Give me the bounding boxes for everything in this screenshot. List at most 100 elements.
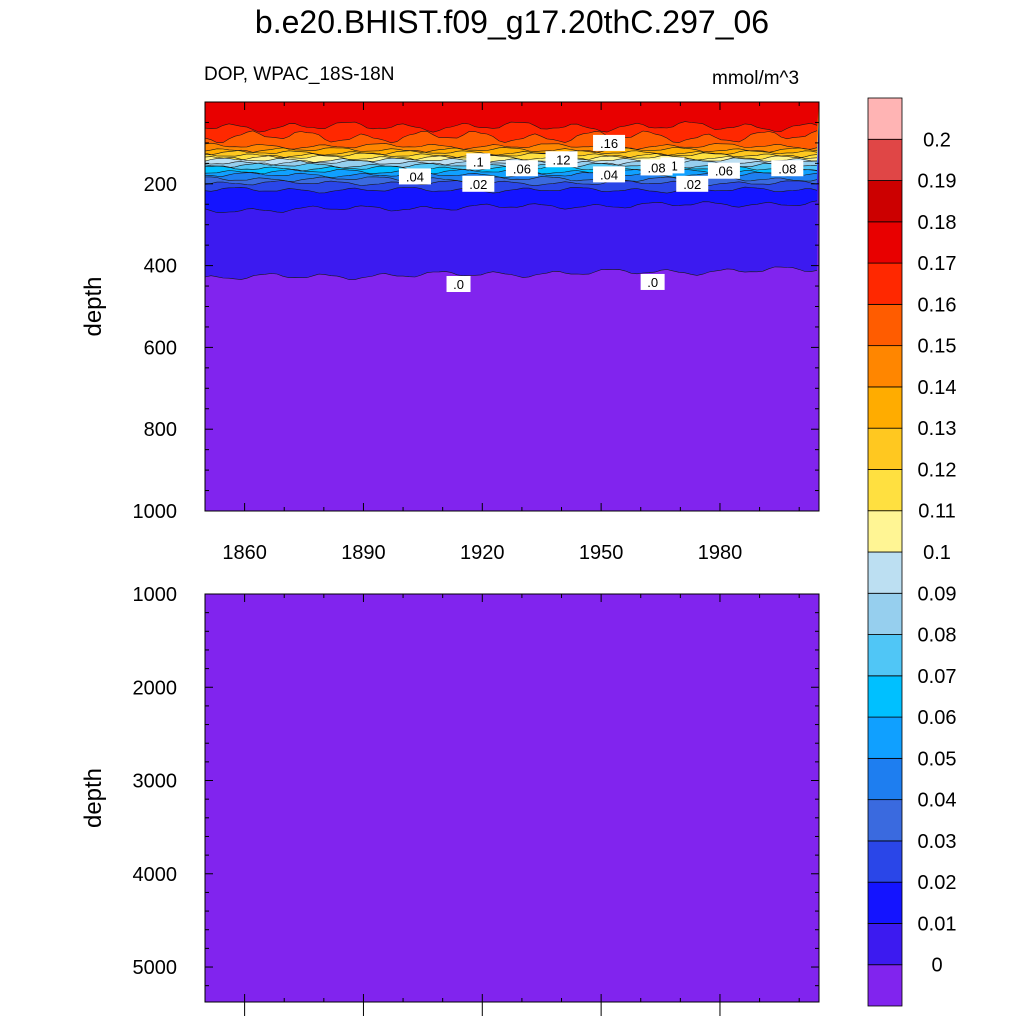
contour-label-text: .06 [715,164,733,179]
contour-label-box [446,276,471,293]
colorbar-label: 0.16 [918,294,957,316]
colorbar-label: 0.05 [918,748,957,770]
colorbar-swatch [867,675,903,718]
colorbar-label: 0.12 [918,459,957,481]
y-tick-label: 800 [144,419,177,441]
y-tick-label: 4000 [133,864,178,886]
chart-title: b.e20.BHIST.f09_g17.20thC.297_06 [254,4,770,40]
contour-label-text: .08 [648,160,666,175]
lower-y-axis-label: depth [80,768,107,828]
contour-label-text: .06 [513,161,531,176]
colorbar-label: 0.13 [918,418,957,440]
contour-label: .04 [398,168,431,185]
colorbar-swatch [867,427,903,470]
contour-line-2 [205,200,818,213]
contour-label: .06 [707,162,740,179]
colorbar-label: 0.09 [918,583,957,605]
colorbar: 0 0.01 0.02 0.03 0.04 0.05 0.06 0.07 0.08 0.09 0.1… [867,97,957,1007]
contour-line-13 [205,152,818,159]
colorbar-label: 0.01 [918,913,957,935]
upper-y-axis: 200 400 600 800 1000 depth [80,101,819,523]
contour-label-box [771,160,804,177]
contour-label-text: .16 [600,136,618,151]
contour-label-box [676,175,709,192]
contour-line-3 [205,186,818,194]
lower-y-axis: 1000 2000 3000 4000 5000 depth [80,584,819,987]
colorbar-label: 0.03 [918,831,957,853]
contour-line-18 [205,121,818,133]
colorbar-label: 0.1 [923,542,951,564]
y-tick-label: 200 [144,174,177,196]
lower-x-axis [204,594,800,1016]
contour-label-text: .04 [406,169,424,184]
colorbar-swatch [867,757,903,801]
colorbar-label: 0.2 [923,129,951,151]
colorbar-label: 0.19 [918,171,957,193]
chart-subtitle-units: mmol/m^3 [712,68,800,89]
colorbar-label: 0.18 [918,212,957,234]
contour-label-text: .0 [647,275,658,290]
colorbar-label: 0.14 [918,377,957,399]
x-tick-label: 1980 [698,542,743,564]
contour-label-text: .1 [473,154,484,169]
contour-label-text: .02 [683,177,701,192]
y-tick-label: 3000 [133,771,178,793]
contour-line-16 [205,142,818,150]
colorbar-label: 0.15 [918,336,957,358]
colorbar-label: 0.06 [918,707,957,729]
colorbar-swatch [867,345,903,388]
colorbar-swatch [867,923,903,966]
contour-label-text: .0 [453,277,464,292]
contour-label-box [593,134,626,151]
y-tick-label: 1000 [133,501,178,523]
contour-label: .12 [545,151,578,168]
contour-label-box [707,162,740,179]
colorbar-label: 0.02 [918,872,957,894]
contour-label: .08 [640,159,673,176]
contour-label-text: .02 [469,177,487,192]
colorbar-label: 0.04 [918,790,957,812]
contour-line-15 [205,147,818,153]
contour-line-4 [205,180,818,187]
contour-label: .02 [462,175,495,192]
lower-panel-fill [205,594,819,1002]
contour-label: .0 [446,276,471,293]
contour-label-text: .04 [600,167,618,182]
contour-label-box [593,166,626,183]
upper-panel: .16.12.1.1.08.06.06.08.04.04.02.02.0.020… [80,101,820,564]
contour-label-box [640,159,673,176]
x-tick-label: 1920 [460,542,505,564]
contour-label-box [505,160,538,177]
contour-label-text: .12 [552,152,570,167]
colorbar-swatch [867,964,903,1007]
contour-label: .0 [640,273,665,290]
y-tick-label: 5000 [133,957,178,979]
colorbar-swatch [867,221,903,264]
chart-subtitle-variable: DOP, WPAC_18S-18N [204,64,395,85]
contour-line-11 [205,157,818,164]
colorbar-swatch [867,634,903,677]
lower-panel-frame [204,593,820,1003]
x-tick-label: 1950 [579,542,624,564]
colorbar-label: 0.07 [918,666,957,688]
contour-label-box [640,273,665,290]
colorbar-swatch [867,592,903,635]
contour-line-12 [205,154,818,161]
contour-line-1 [205,266,818,280]
contour-label: .16 [593,134,626,151]
upper-x-axis: 1860 1890 1920 1950 1980 [204,102,800,564]
y-tick-label: 400 [144,256,177,278]
y-tick-label: 1000 [133,584,178,606]
y-tick-label: 600 [144,337,177,359]
lower-panel: 1000 2000 3000 4000 5000 depth [80,584,820,1016]
colorbar-swatch [867,551,903,594]
y-tick-label: 2000 [133,677,178,699]
x-tick-label: 1860 [222,542,267,564]
colorbar-swatch [867,469,903,512]
colorbar-swatch [867,716,903,759]
contour-label-box [398,168,431,185]
contour-band-18 [205,102,819,133]
contour-label: .06 [505,160,538,177]
colorbar-swatch [867,138,903,181]
